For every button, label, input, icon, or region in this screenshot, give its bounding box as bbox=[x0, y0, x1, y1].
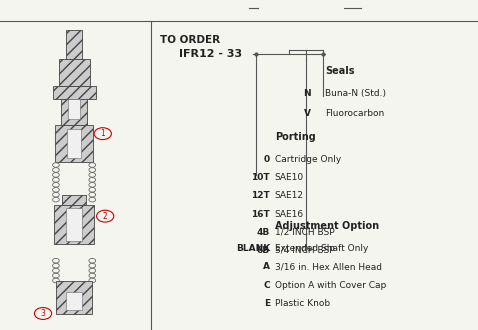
Text: 2: 2 bbox=[103, 212, 108, 221]
Text: Seals: Seals bbox=[325, 66, 355, 76]
Bar bbox=[56, 280, 92, 314]
Text: Option A with Cover Cap: Option A with Cover Cap bbox=[275, 280, 386, 289]
Text: V: V bbox=[304, 109, 311, 118]
Text: Adjustment Option: Adjustment Option bbox=[275, 221, 379, 231]
Bar bbox=[54, 205, 94, 244]
Bar bbox=[66, 208, 83, 241]
Text: A: A bbox=[263, 262, 270, 271]
Text: Buna-N (Std.): Buna-N (Std.) bbox=[325, 89, 386, 98]
Text: 3/16 in. Hex Allen Head: 3/16 in. Hex Allen Head bbox=[275, 262, 382, 271]
Text: 1: 1 bbox=[100, 129, 105, 138]
Bar bbox=[58, 59, 89, 86]
Text: Plastic Knob: Plastic Knob bbox=[275, 299, 330, 308]
Text: 10T: 10T bbox=[251, 173, 270, 182]
Text: BLANK: BLANK bbox=[236, 244, 270, 253]
Text: TO ORDER: TO ORDER bbox=[160, 35, 220, 45]
Bar bbox=[53, 86, 96, 99]
Text: 0: 0 bbox=[264, 155, 270, 164]
Text: 6B: 6B bbox=[257, 246, 270, 255]
Text: 12T: 12T bbox=[251, 191, 270, 200]
Text: E: E bbox=[264, 299, 270, 308]
Bar bbox=[61, 99, 87, 125]
Text: Fluorocarbon: Fluorocarbon bbox=[325, 109, 384, 118]
Text: Extended Shaft Only: Extended Shaft Only bbox=[275, 244, 368, 253]
Bar bbox=[55, 125, 93, 162]
Text: SAE12: SAE12 bbox=[275, 191, 304, 200]
Bar bbox=[66, 30, 83, 59]
Bar bbox=[67, 129, 81, 158]
Text: 3/4 INCH BSP: 3/4 INCH BSP bbox=[275, 246, 335, 255]
Bar bbox=[62, 195, 86, 205]
Text: SAE16: SAE16 bbox=[275, 210, 304, 218]
Text: C: C bbox=[263, 280, 270, 289]
Bar bbox=[68, 99, 80, 119]
Text: IFR12 - 33: IFR12 - 33 bbox=[179, 50, 242, 59]
Text: 16T: 16T bbox=[251, 210, 270, 218]
Bar bbox=[66, 292, 83, 310]
Text: SAE10: SAE10 bbox=[275, 173, 304, 182]
Text: Cartridge Only: Cartridge Only bbox=[275, 155, 341, 164]
Text: 1/2 INCH BSP: 1/2 INCH BSP bbox=[275, 228, 335, 237]
Text: N: N bbox=[303, 89, 311, 98]
Text: 4B: 4B bbox=[257, 228, 270, 237]
Text: 3: 3 bbox=[41, 309, 45, 318]
Text: Porting: Porting bbox=[275, 132, 315, 142]
